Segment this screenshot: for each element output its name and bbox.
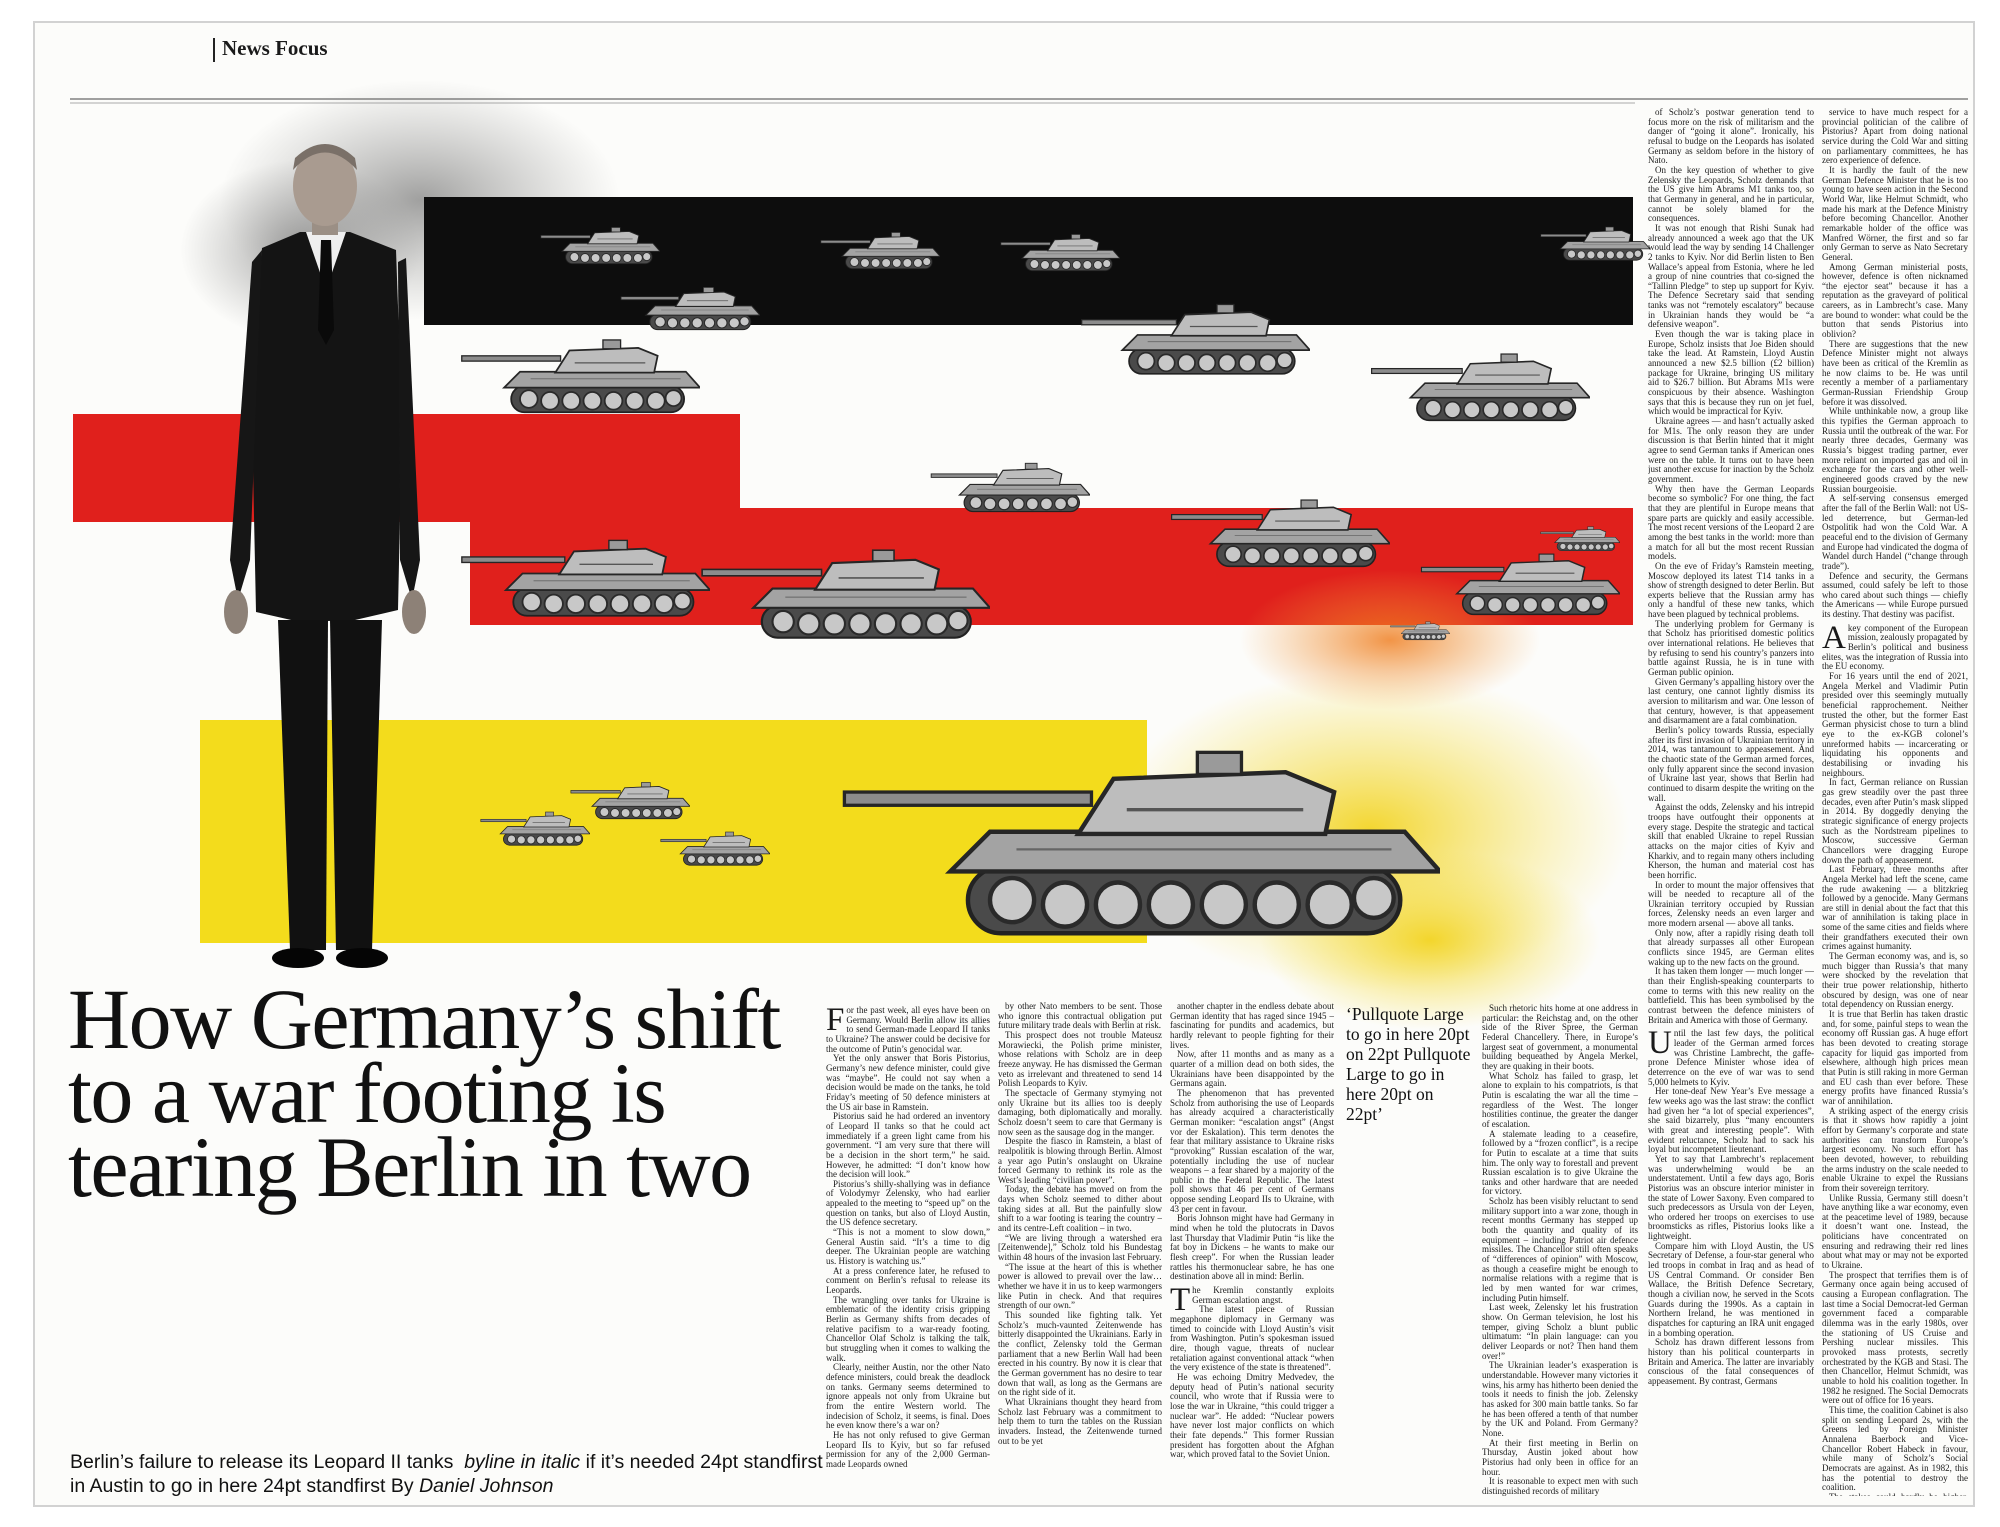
paragraph: Last week, Zelensky let his frustration … bbox=[1482, 1302, 1638, 1361]
figure bbox=[224, 144, 426, 968]
paragraph: Pistorius’s shilly-shallying was in defi… bbox=[826, 1178, 990, 1228]
paragraph: Her tone-deaf New Year’s Eve message a f… bbox=[1648, 1086, 1814, 1155]
paragraph: A self-serving consensus emerged after t… bbox=[1822, 493, 1968, 571]
paragraph: “This is not a moment to slow down,” Gen… bbox=[826, 1227, 990, 1267]
paragraph: He has not only refused to give German L… bbox=[826, 1429, 990, 1469]
paragraph: In order to mount the major offensives t… bbox=[1648, 879, 1814, 929]
paragraph: another chapter in the endless debate ab… bbox=[1170, 1002, 1334, 1050]
paragraph: On the eve of Friday’s Ramstein meeting,… bbox=[1648, 560, 1814, 620]
paragraph: “We are living through a watershed era [… bbox=[998, 1232, 1162, 1263]
paragraph: Today, the debate has moved on from the … bbox=[998, 1184, 1162, 1234]
paragraph: Against the odds, Zelensky and his intre… bbox=[1648, 802, 1814, 880]
paragraph: It has taken them longer — much longer —… bbox=[1648, 966, 1814, 1025]
paragraph: Boris Johnson might have had Germany in … bbox=[1170, 1213, 1334, 1282]
paragraph: Berlin’s policy towards Russia, especial… bbox=[1648, 725, 1814, 803]
text-column: Such rhetoric hits home at one address i… bbox=[1482, 1004, 1638, 1496]
author: Daniel Johnson bbox=[419, 1475, 554, 1497]
headline: How Germany’s shift to a war footing is … bbox=[68, 971, 828, 1215]
paragraph: A key component of the European mission,… bbox=[1822, 619, 1968, 672]
paragraph: The spectacle of Germany stymying not on… bbox=[998, 1087, 1162, 1137]
paragraph: Yet the only answer that Boris Pistorius… bbox=[826, 1053, 990, 1112]
paragraph: What Ukrainians thought they heard from … bbox=[998, 1396, 1162, 1446]
section-label: News Focus bbox=[222, 36, 328, 60]
paragraph: Ukraine agrees — and hasn’t actually ask… bbox=[1648, 416, 1814, 484]
flag-gold bbox=[200, 720, 1147, 943]
paragraph: Last February, three months after Angela… bbox=[1822, 864, 1968, 952]
paragraph: The Kremlin constantly exploits German e… bbox=[1170, 1282, 1334, 1319]
paragraph: A stalemate leading to a ceasefire, foll… bbox=[1482, 1128, 1638, 1197]
paragraph: The latest piece of Russian megaphone di… bbox=[1170, 1304, 1334, 1373]
paragraph: of Scholz’s postwar generation tend to f… bbox=[1648, 108, 1814, 166]
headline-line: tearing Berlin in two bbox=[68, 1119, 752, 1215]
paragraph: At their first meeting in Berlin on Thur… bbox=[1482, 1437, 1638, 1477]
paragraph: For 16 years until the end of 2021, Ange… bbox=[1822, 671, 1968, 778]
paragraph: It was not enough that Rishi Sunak had a… bbox=[1648, 222, 1814, 330]
paragraph: For the past week, all eyes have been on… bbox=[826, 1002, 990, 1054]
paragraph: “The issue at the heart of this is wheth… bbox=[998, 1261, 1162, 1311]
text-column: service to have much respect for a provi… bbox=[1822, 108, 1968, 1496]
paragraph: While unthinkable now, a group like this… bbox=[1822, 406, 1968, 494]
paragraph: Such rhetoric hits home at one address i… bbox=[1482, 1004, 1638, 1071]
standfirst-note: byline in italic bbox=[464, 1451, 581, 1473]
paragraph: He was echoing Dmitry Medvedev, the depu… bbox=[1170, 1371, 1334, 1460]
paragraph: Scholz has drawn different lessons from … bbox=[1648, 1337, 1814, 1386]
paragraph: Among German ministerial posts, however,… bbox=[1822, 261, 1968, 340]
paragraph: The stakes could hardly be higher, both … bbox=[1822, 1492, 1968, 1496]
paragraph: service to have much respect for a provi… bbox=[1822, 108, 1968, 166]
paragraph: This prospect does not trouble Mateusz M… bbox=[998, 1029, 1162, 1089]
paragraph: There are suggestions that the new Defen… bbox=[1822, 338, 1968, 407]
paragraph: It is true that Berlin has taken drastic… bbox=[1822, 1009, 1968, 1106]
paragraph: by other Nato members to be sent. Those … bbox=[998, 1002, 1162, 1031]
paragraph: Unlike Russia, Germany still doesn’t hav… bbox=[1822, 1192, 1968, 1271]
byline: By bbox=[390, 1475, 414, 1497]
headline-line: How Germany’s shift bbox=[68, 971, 781, 1067]
paragraph: The prospect that terrifies them is of G… bbox=[1822, 1269, 1968, 1406]
paragraph: The underlying problem for Germany is th… bbox=[1648, 618, 1814, 678]
standfirst-text: Berlin’s failure to release its Leopard … bbox=[70, 1451, 454, 1473]
paragraph: It is hardly the fault of the new German… bbox=[1822, 164, 1968, 262]
paragraph: The phenomenon that has prevented Scholz… bbox=[1170, 1087, 1334, 1214]
paragraph: This time, the coalition Cabinet is also… bbox=[1822, 1404, 1968, 1493]
paragraph: Compare him with Lloyd Austin, the US Se… bbox=[1648, 1240, 1814, 1338]
paragraph: The wrangling over tanks for Ukraine is … bbox=[826, 1294, 990, 1363]
paragraph: Why then have the German Leopards become… bbox=[1648, 483, 1814, 562]
flag-red bbox=[73, 414, 1633, 625]
pullquote: ‘Pullquote Large to go in here 20pt on 2… bbox=[1346, 1004, 1471, 1124]
paragraph: In fact, German reliance on Russian gas … bbox=[1822, 777, 1968, 865]
paragraph: Yet to say that Lambrecht’s replacement … bbox=[1648, 1153, 1814, 1242]
paragraph: Until the last few days, the political l… bbox=[1648, 1025, 1814, 1087]
paragraph: Despite the fiasco in Ramstein, a blast … bbox=[998, 1136, 1162, 1185]
text-column: For the past week, all eyes have been on… bbox=[826, 1002, 990, 1496]
standfirst: Berlin’s failure to release its Leopard … bbox=[70, 1450, 830, 1498]
paragraph: Pistorius said he had ordered an invento… bbox=[826, 1111, 990, 1180]
paragraph: Scholz has been visibly reluctant to sen… bbox=[1482, 1196, 1638, 1303]
paragraph: A striking aspect of the energy crisis i… bbox=[1822, 1105, 1968, 1193]
paragraph: The Ukrainian leader’s exasperation is u… bbox=[1482, 1360, 1638, 1438]
paragraph: This sounded like fighting talk. Yet Sch… bbox=[998, 1310, 1162, 1398]
paragraph: It is reasonable to expect men with such… bbox=[1482, 1476, 1638, 1496]
paragraph: What Scholz has failed to grasp, let alo… bbox=[1482, 1070, 1638, 1129]
paragraph: Defence and security, the Germans assume… bbox=[1822, 570, 1968, 620]
paragraph: The German economy was, and is, so much … bbox=[1822, 951, 1968, 1010]
text-column: another chapter in the endless debate ab… bbox=[1170, 1002, 1334, 1496]
paragraph: On the key question of whether to give Z… bbox=[1648, 164, 1814, 224]
text-column: of Scholz’s postwar generation tend to f… bbox=[1648, 108, 1814, 1496]
standfirst-text: if it’s needed 24pt standfirst in Austin… bbox=[70, 1451, 823, 1497]
headline-line: to a war footing is bbox=[68, 1045, 667, 1141]
text-column: by other Nato members to be sent. Those … bbox=[998, 1002, 1162, 1496]
paragraph: Given Germany’s appalling history over t… bbox=[1648, 676, 1814, 726]
paragraph: At a press conference later, he refused … bbox=[826, 1265, 990, 1296]
paragraph: Only now, after a rapidly rising death t… bbox=[1648, 927, 1814, 967]
paragraph: Even though the war is taking place in E… bbox=[1648, 329, 1814, 417]
paragraph: Now, after 11 months and as many as a qu… bbox=[1170, 1049, 1334, 1089]
paragraph: Clearly, neither Austin, nor the other N… bbox=[826, 1362, 990, 1431]
